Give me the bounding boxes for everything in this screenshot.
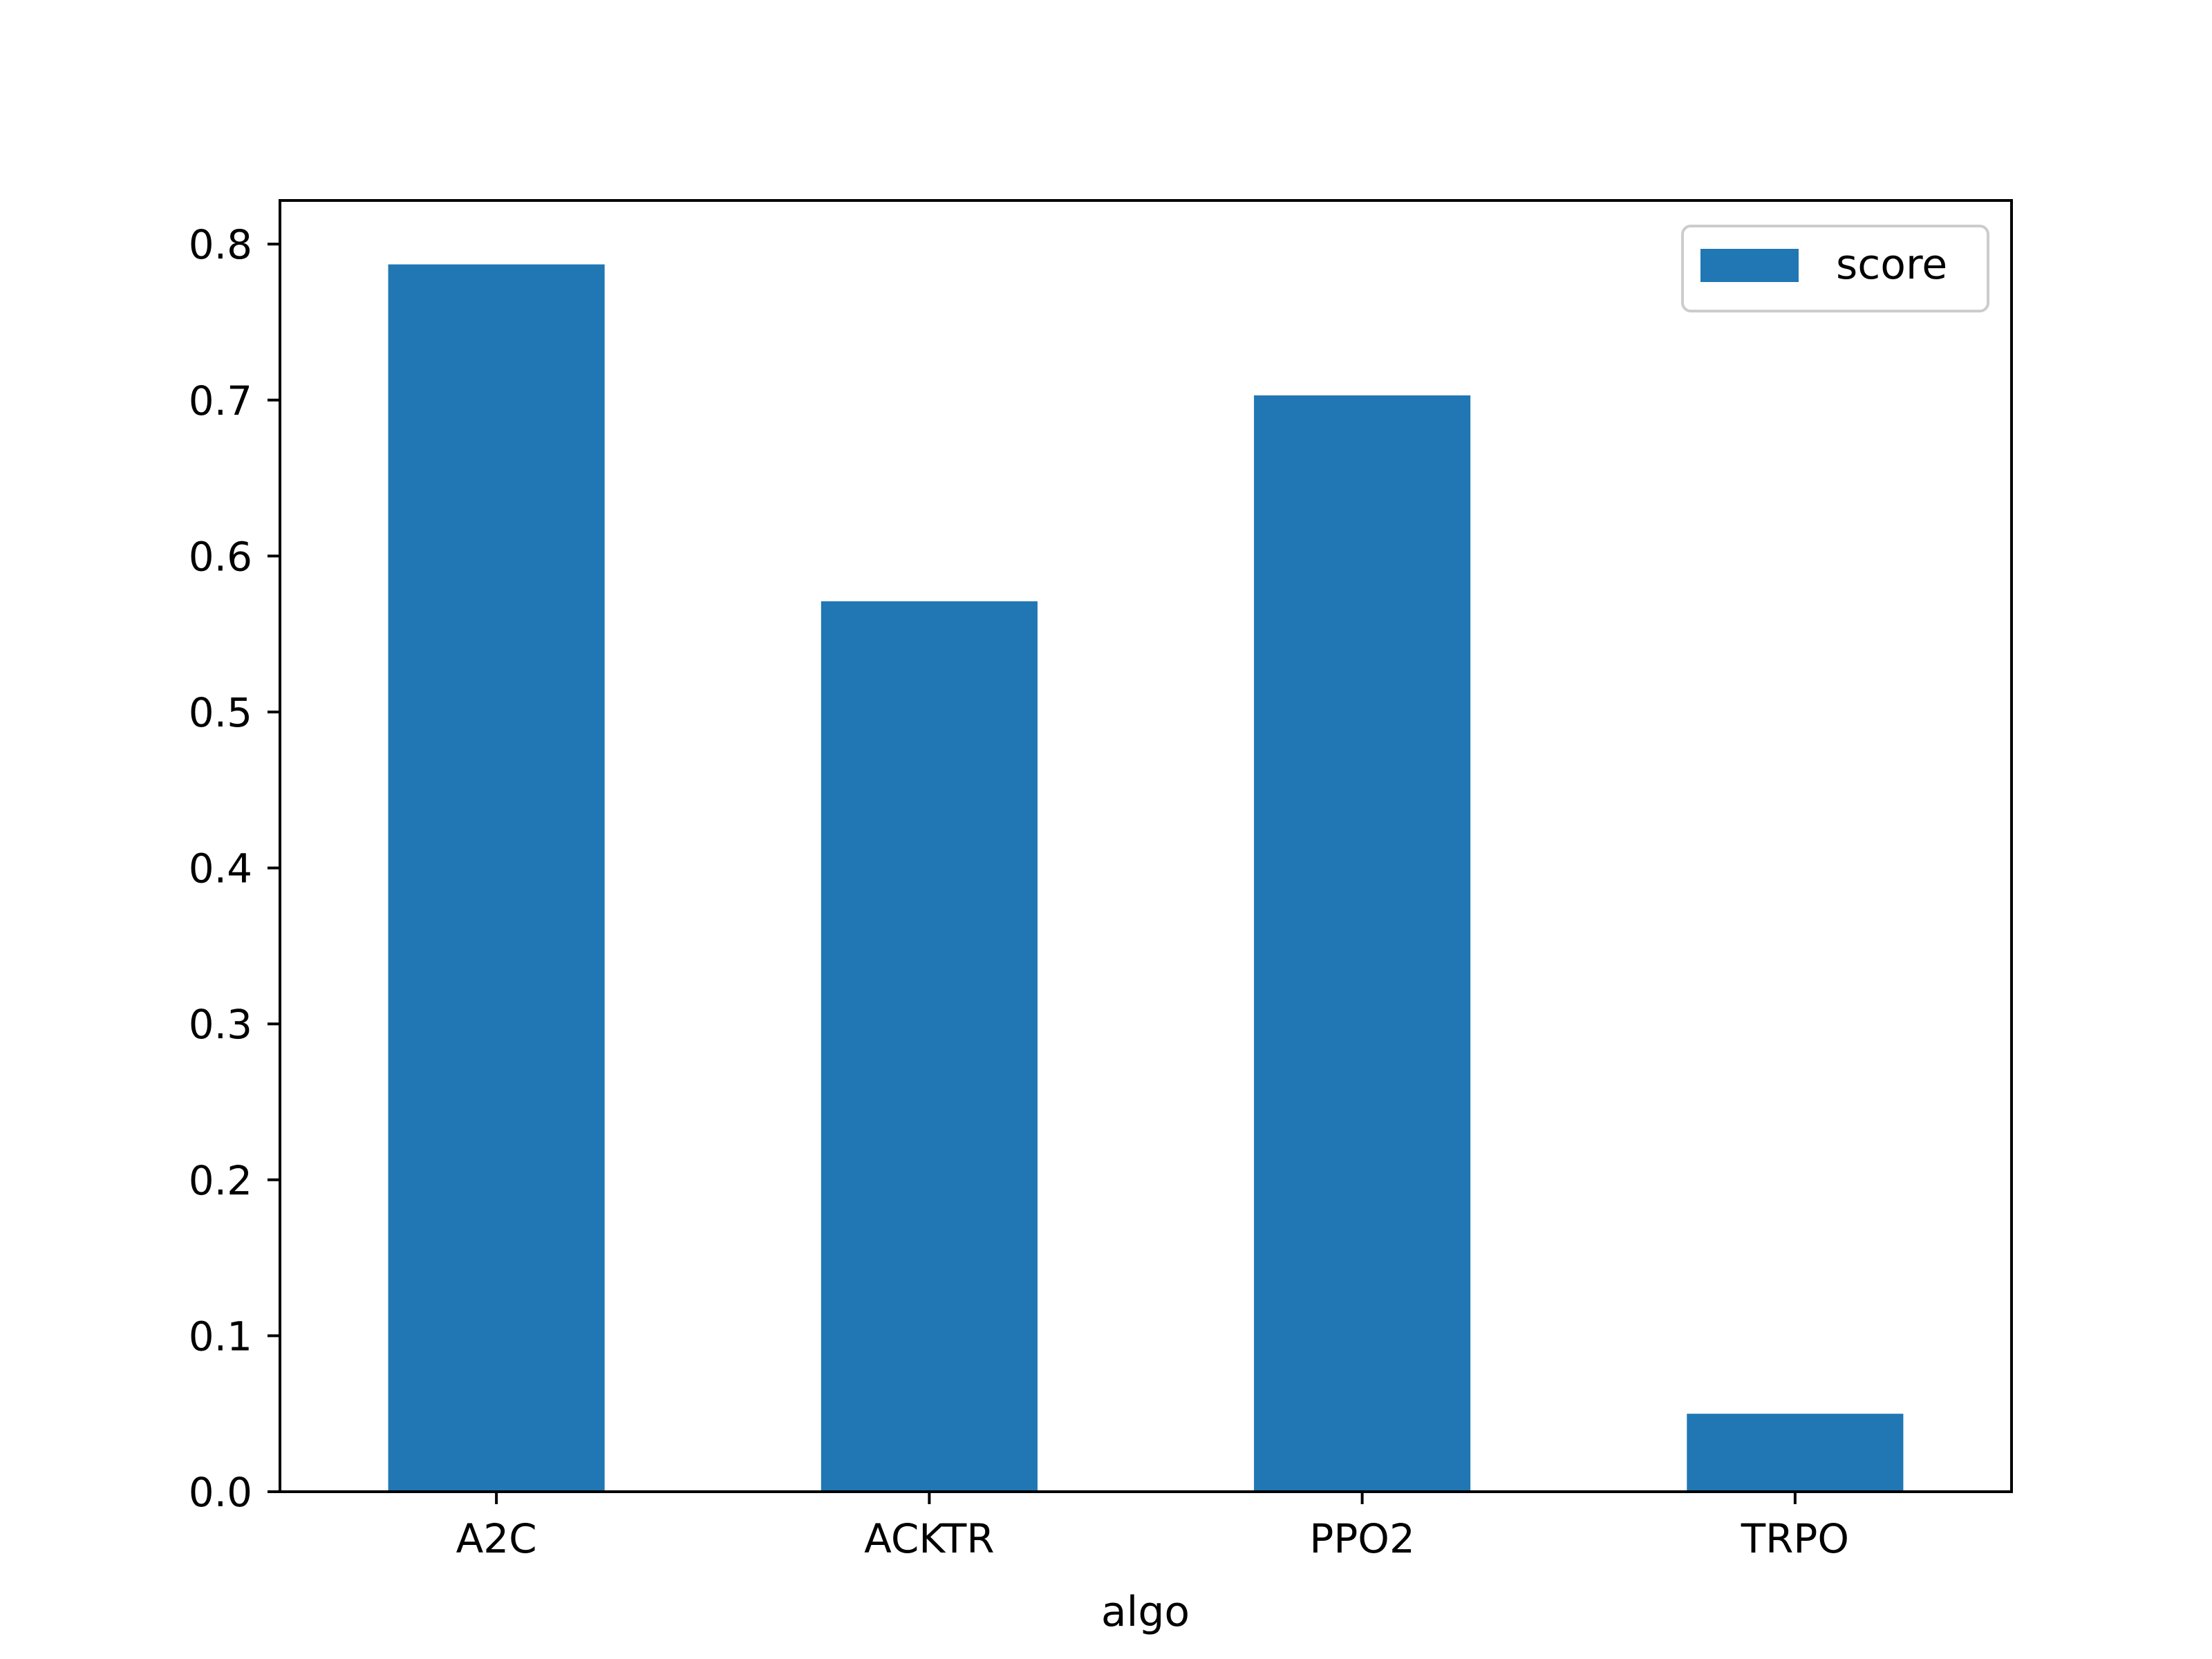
bar-a2c [388, 264, 605, 1492]
bar-ppo2 [1254, 395, 1471, 1492]
x-tick-label: PPO2 [1309, 1515, 1415, 1562]
bar-trpo [1687, 1414, 1904, 1492]
x-axis-label: algo [1101, 1588, 1190, 1636]
bars-group [388, 264, 1904, 1492]
plot-frame [279, 199, 2013, 1493]
y-tick-label: 0.3 [189, 1001, 252, 1048]
y-tick-label: 0.5 [189, 689, 252, 736]
y-tick-label: 0.0 [189, 1469, 252, 1516]
legend-box [1681, 225, 1989, 312]
x-tick-label: TRPO [1741, 1515, 1849, 1562]
y-tick-label: 0.1 [189, 1313, 252, 1360]
x-tick-label: ACKTR [864, 1515, 994, 1562]
x-axis: A2C ACKTR PPO2 TRPO [456, 1492, 1849, 1562]
legend: score [1681, 225, 1989, 312]
x-tick-label: A2C [456, 1515, 537, 1562]
bar-acktr [821, 601, 1038, 1492]
y-axis: 0.0 0.1 0.2 0.3 0.4 0.5 0.6 0.7 0.8 [189, 221, 280, 1516]
y-tick-label: 0.2 [189, 1157, 252, 1204]
legend-label: score [1836, 241, 1947, 289]
y-tick-label: 0.6 [189, 533, 252, 580]
y-tick-label: 0.4 [189, 845, 252, 892]
y-tick-label: 0.8 [189, 221, 252, 268]
y-tick-label: 0.7 [189, 377, 252, 424]
legend-swatch [1700, 249, 1799, 282]
